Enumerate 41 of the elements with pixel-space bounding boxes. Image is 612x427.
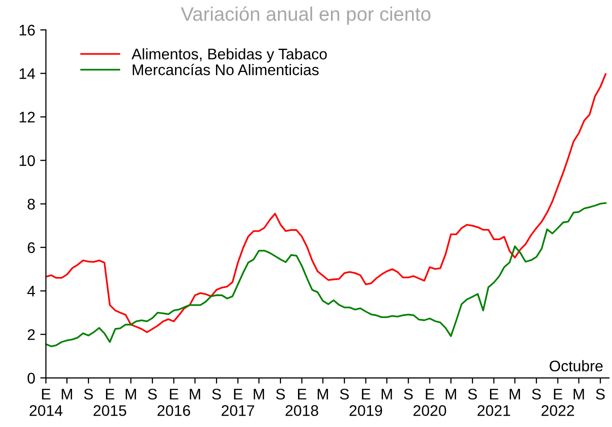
y-tick-label: 6: [28, 242, 35, 254]
x-tick-label: S: [276, 388, 285, 400]
x-tick-label: S: [596, 388, 605, 400]
x-tick-label: E 2017: [222, 388, 254, 416]
x-tick-label: S: [404, 388, 413, 400]
x-tick-label: E 2016: [158, 388, 190, 416]
x-tick-label: E 2018: [286, 388, 318, 416]
x-tick-label: S: [84, 388, 93, 400]
x-tick-label: E 2021: [478, 388, 510, 416]
x-tick-label: E 2014: [30, 388, 62, 416]
x-tick-label: S: [468, 388, 477, 400]
x-tick-label: M: [574, 388, 584, 400]
x-tick-label: M: [318, 388, 328, 400]
x-tick-label: M: [446, 388, 456, 400]
y-tick-label: 16: [20, 24, 35, 36]
x-tick-label: S: [148, 388, 157, 400]
x-tick-label: S: [532, 388, 541, 400]
x-tick-label: M: [510, 388, 520, 400]
y-tick-label: 2: [28, 329, 35, 340]
y-tick-label: 14: [20, 68, 36, 79]
y-tick-label: 10: [20, 155, 35, 166]
x-tick-label: E 2015: [94, 388, 126, 416]
y-tick-label: 0: [28, 372, 35, 384]
x-tick-label: S: [340, 388, 349, 400]
x-tick-label: M: [190, 388, 200, 400]
x-tick-label: S: [212, 388, 221, 400]
x-tick-label: M: [126, 388, 136, 400]
x-tick-label: E 2022: [542, 388, 574, 416]
y-tick-label: 12: [20, 112, 35, 122]
x-tick-label: M: [62, 388, 72, 400]
x-tick-label: M: [382, 388, 392, 400]
x-tick-label: E 2019: [350, 388, 382, 416]
legend-label: Mercancías No Alimenticias: [132, 64, 319, 76]
y-tick-label: 4: [27, 286, 36, 296]
annotation: Octubre: [550, 360, 603, 372]
chart-title: Variación anual en por ciento: [180, 6, 430, 25]
x-tick-label: E 2020: [414, 388, 446, 416]
line-series: [46, 202, 606, 348]
y-tick-label: 8: [28, 198, 35, 210]
x-tick-label: M: [254, 388, 264, 400]
legend-label: Alimentos, Bebidas y Tabaco: [132, 48, 327, 62]
